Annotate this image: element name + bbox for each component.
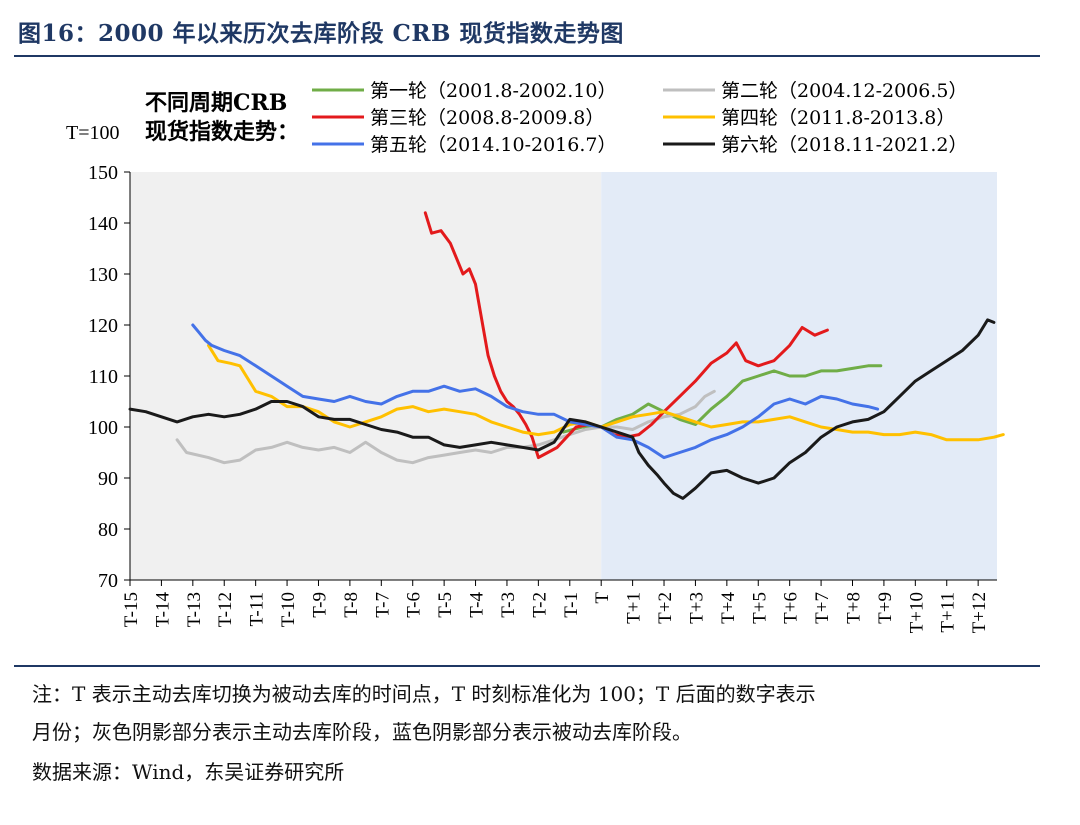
- y-tick-label: 140: [88, 213, 118, 235]
- note-line-1: 注：T 表示主动去库切换为被动去库的时间点，T 时刻标准化为 100；T 后面的…: [32, 682, 816, 706]
- title-rule: [14, 55, 1040, 57]
- series-line-5: [191, 323, 880, 460]
- x-tick-label: T+9: [875, 592, 896, 624]
- x-tick-label: T+8: [844, 592, 865, 624]
- x-tick-label: T+1: [624, 592, 645, 624]
- legend: 不同周期CRB 现货指数走势： 第一轮（2001.8-2002.10） 第二轮（200…: [145, 80, 967, 156]
- x-tick-label: T-14: [152, 592, 173, 628]
- x-tick-label: T-9: [309, 592, 330, 618]
- x-tick-label: T+10: [906, 592, 927, 633]
- legend-label-4: 第四轮（2011.8-2013.8）: [721, 107, 955, 129]
- x-tick-label: T+7: [812, 592, 833, 624]
- source-note: 数据来源：Wind，东吴证券研究所: [32, 760, 345, 784]
- series-line-6: [128, 318, 996, 500]
- x-tick-label: T-6: [404, 592, 425, 618]
- stage-shading: [130, 172, 997, 580]
- x-tick-label: T-3: [498, 592, 519, 618]
- y-tick-label: 110: [89, 366, 118, 388]
- x-tick-label: T+2: [655, 592, 676, 624]
- x-tick-label: T+6: [781, 592, 802, 624]
- figure-title: 图16：2000 年以来历次去库阶段 CRB 现货指数走势图: [18, 20, 624, 47]
- x-tick-label: T+5: [749, 592, 770, 624]
- x-tick-label: T-8: [341, 592, 362, 618]
- x-tick-label: T-13: [184, 592, 205, 627]
- x-tick-label: T: [592, 592, 613, 604]
- y-tick-label: 120: [88, 315, 118, 337]
- y-tick-label: 130: [88, 264, 118, 286]
- x-tick-label: T-1: [561, 592, 582, 618]
- x-axis: T-15 T-14 T-13 T-12 T-11 T-10 T-9 T-8 T-7 T-6 T-5 T…: [121, 579, 997, 633]
- x-tick-label: T-2: [529, 592, 550, 618]
- y-tick-label: 150: [88, 162, 118, 184]
- legend-label-6: 第六轮（2018.11-2021.2）: [721, 134, 967, 156]
- y-axis: 70 80 90 100 110 120 130 140 150 T=100: [66, 122, 131, 592]
- legend-label-1: 第一轮（2001.8-2002.10）: [370, 80, 616, 102]
- y-axis-label: T=100: [66, 122, 120, 144]
- legend-title-line-2: 现货指数走势：: [145, 119, 299, 145]
- x-tick-label: T-12: [215, 592, 236, 627]
- x-tick-label: T-7: [372, 592, 393, 618]
- x-tick-label: T+11: [938, 592, 959, 633]
- active-destock-shade: [130, 172, 602, 580]
- x-tick-label: T-4: [467, 592, 488, 618]
- x-tick-label: T+4: [718, 592, 739, 624]
- note-line-2: 月份；灰色阴影部分表示主动去库阶段，蓝色阴影部分表示被动去库阶段。: [32, 720, 692, 744]
- notes-rule: [14, 665, 1040, 667]
- y-tick-label: 90: [98, 468, 118, 490]
- x-tick-label: T+3: [686, 592, 707, 624]
- legend-label-2: 第二轮（2004.12-2006.5）: [721, 80, 967, 102]
- x-tick-label: T-5: [435, 592, 456, 618]
- series-lines: [128, 211, 1005, 500]
- x-tick-label: T-11: [247, 592, 268, 626]
- legend-label-5: 第五轮（2014.10-2016.7）: [370, 134, 616, 156]
- series-line-3: [423, 211, 829, 460]
- y-tick-label: 70: [98, 570, 118, 592]
- y-tick-label: 100: [88, 417, 118, 439]
- x-tick-label: T-15: [121, 592, 142, 627]
- series-line-1: [562, 364, 883, 434]
- series-line-2: [175, 389, 716, 465]
- legend-label-3: 第三轮（2008.8-2009.8）: [370, 107, 604, 129]
- x-tick-label: T+12: [969, 592, 990, 633]
- y-tick-label: 80: [98, 519, 118, 541]
- legend-title-line-1: 不同周期CRB: [145, 90, 287, 116]
- x-tick-label: T-10: [278, 592, 299, 627]
